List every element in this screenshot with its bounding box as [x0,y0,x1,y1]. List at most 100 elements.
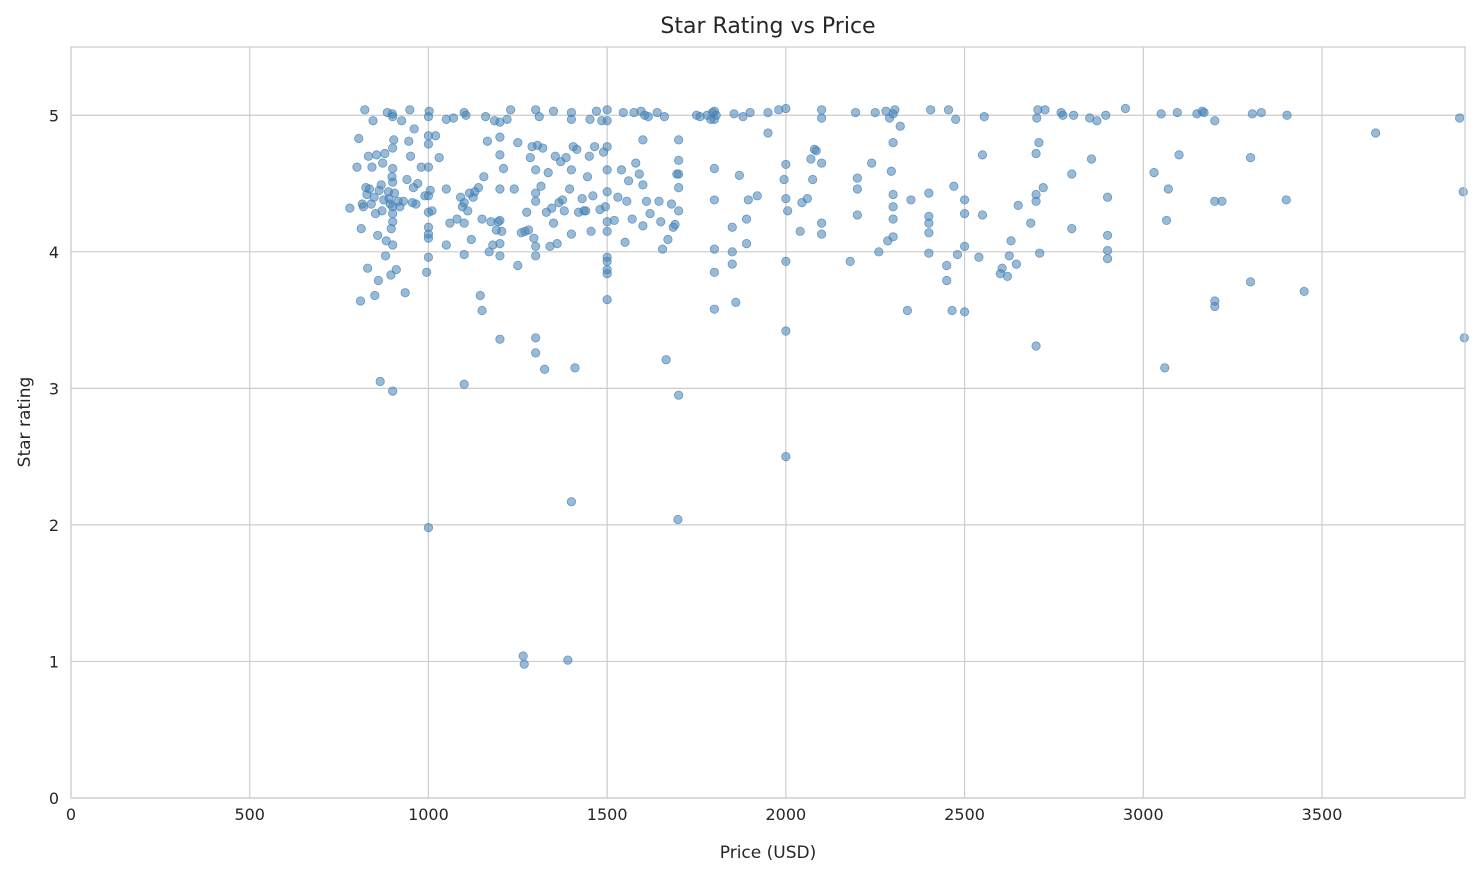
data-point-310 [924,248,934,258]
data-point-350 [1058,110,1068,120]
data-point-158 [548,106,559,116]
data-point-270 [781,256,791,266]
data-point-180 [582,172,593,182]
data-point-190 [600,202,610,212]
data-point-159 [550,151,560,161]
data-point-156 [547,203,557,213]
data-point-302 [888,202,898,212]
data-point-265 [763,128,773,138]
data-point-304 [888,137,898,148]
x-tick-label-1500: 1500 [587,805,628,824]
data-point-204 [613,192,623,202]
data-point-386 [1455,113,1465,123]
data-point-256 [729,109,739,119]
data-point-160 [552,239,562,249]
data-point-378 [1245,277,1256,287]
data-point-333 [1002,271,1013,281]
data-point-59 [405,151,416,161]
data-point-98 [463,206,473,216]
data-point-366 [1161,215,1172,226]
data-point-212 [631,158,641,168]
data-point-185 [590,142,600,152]
data-point-377 [1217,196,1227,206]
data-point-322 [952,249,963,260]
data-point-56 [402,174,412,185]
data-point-23 [375,376,385,387]
data-point-203 [609,215,619,226]
data-point-79 [424,106,434,116]
data-point-6 [358,202,368,212]
data-point-107 [479,172,489,182]
data-point-200 [602,142,612,152]
data-point-55 [400,288,410,298]
data-point-258 [734,170,745,180]
x-tick-label-2000: 2000 [766,805,807,824]
data-point-25 [377,206,387,216]
data-point-323 [959,307,970,317]
data-point-363 [1149,168,1159,178]
y-tick-label-2: 2 [49,516,59,535]
data-point-346 [1035,248,1045,258]
data-point-357 [1101,110,1111,120]
data-point-334 [1004,251,1014,261]
data-point-278 [802,193,812,204]
data-point-125 [498,163,509,174]
data-point-247 [709,244,719,254]
data-point-260 [741,239,752,249]
data-point-104 [475,290,485,301]
data-points [345,103,1469,669]
data-point-315 [926,105,936,115]
data-point-318 [943,105,954,115]
data-point-316 [942,275,952,286]
data-point-139 [529,233,539,243]
data-point-1 [352,162,362,172]
data-point-348 [1040,105,1050,115]
data-point-172 [566,107,577,118]
data-point-290 [852,210,862,220]
data-point-337 [1013,200,1023,210]
data-point-127 [506,105,516,115]
data-point-196 [602,226,612,236]
data-point-259 [738,112,748,122]
data-point-154 [543,168,553,178]
data-point-186 [591,106,602,116]
data-point-245 [709,304,719,314]
data-point-360 [1102,230,1113,241]
data-point-361 [1102,192,1113,202]
data-point-182 [585,114,595,124]
data-point-175 [572,144,582,155]
data-point-345 [1034,137,1044,148]
data-point-285 [817,158,827,168]
data-point-347 [1038,183,1048,193]
data-point-53 [397,116,407,126]
x-tick-label-500: 500 [234,805,265,824]
data-point-237 [674,169,684,179]
data-point-388 [1459,333,1469,343]
y-axis-label: Star rating [15,377,35,468]
data-point-376 [1210,116,1220,126]
data-point-39 [388,386,398,396]
data-point-221 [645,208,655,219]
data-point-327 [974,252,984,262]
data-point-306 [890,105,900,115]
data-point-35 [386,270,396,280]
data-point-152 [540,364,550,374]
data-point-124 [497,226,507,236]
y-tick-label-0: 0 [49,789,59,808]
data-point-45 [388,163,398,174]
data-point-255 [727,222,737,232]
data-point-207 [620,237,630,247]
data-point-16 [369,192,379,202]
data-point-46 [388,143,398,153]
data-point-105 [477,305,487,316]
data-point-209 [623,176,634,186]
data-point-220 [643,112,653,122]
data-point-364 [1156,109,1166,119]
data-point-320 [949,181,959,191]
data-point-282 [811,146,821,156]
data-point-217 [638,135,648,145]
data-point-291 [852,184,862,194]
data-point-223 [654,196,664,206]
x-tick-label-3000: 3000 [1123,805,1164,824]
data-point-293 [867,158,877,168]
